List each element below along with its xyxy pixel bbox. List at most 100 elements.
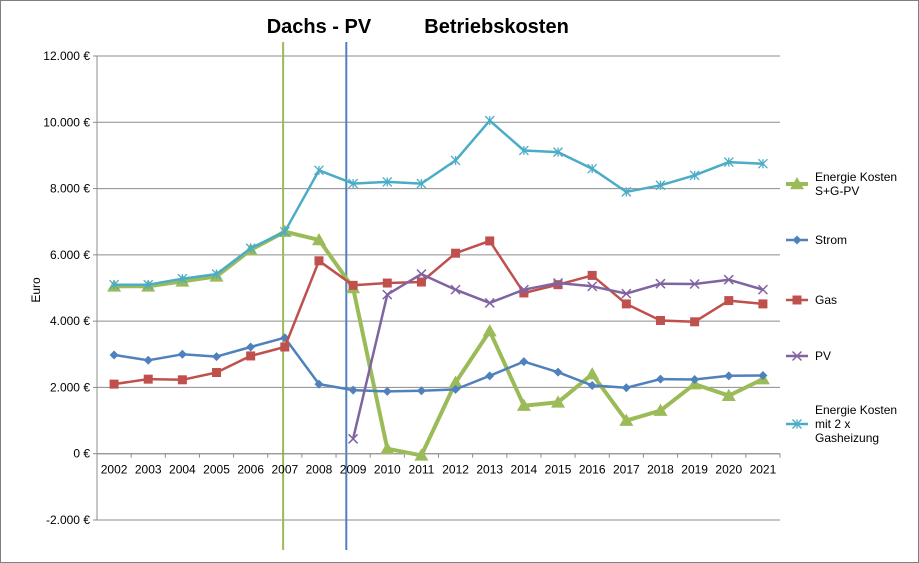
x-tick-label: 2002 bbox=[101, 463, 128, 477]
data-point bbox=[758, 299, 768, 309]
data-point-stroke bbox=[450, 284, 461, 295]
data-point bbox=[791, 350, 803, 362]
data-point bbox=[279, 226, 290, 237]
data-point bbox=[518, 284, 529, 295]
data-point bbox=[382, 278, 392, 288]
series-line bbox=[351, 272, 764, 440]
legend-label: Gasheizung bbox=[815, 431, 879, 445]
series-line bbox=[113, 239, 764, 386]
data-point bbox=[314, 379, 324, 389]
data-point bbox=[143, 374, 153, 384]
data-point bbox=[482, 324, 497, 337]
legend-item: PV bbox=[786, 349, 831, 363]
data-point bbox=[757, 158, 768, 169]
data-point bbox=[585, 367, 600, 380]
legend-label: mit 2 x bbox=[815, 417, 850, 431]
data-point bbox=[619, 413, 634, 426]
data-point bbox=[553, 147, 563, 158]
x-tick-label: 2013 bbox=[476, 463, 503, 477]
data-point bbox=[212, 368, 222, 378]
legend-label: Gas bbox=[815, 293, 837, 307]
data-point bbox=[450, 155, 461, 166]
data-point bbox=[621, 186, 632, 197]
data-point bbox=[314, 165, 324, 176]
data-point bbox=[450, 284, 461, 295]
data-point bbox=[485, 236, 495, 246]
x-tick-label: 2012 bbox=[442, 463, 469, 477]
data-point bbox=[653, 403, 668, 416]
data-point bbox=[587, 281, 598, 292]
data-point bbox=[451, 384, 461, 394]
series-line bbox=[114, 229, 764, 458]
data-point-stroke bbox=[552, 277, 564, 289]
data-point bbox=[721, 388, 736, 401]
legend-label: Energie Kosten bbox=[815, 403, 897, 417]
legend-item: Strom bbox=[786, 233, 847, 247]
data-point bbox=[177, 273, 188, 284]
series-line bbox=[113, 336, 763, 393]
y-tick-label: 2.000 € bbox=[50, 380, 90, 394]
data-point bbox=[516, 398, 531, 411]
series-group bbox=[107, 224, 770, 461]
data-point bbox=[655, 278, 666, 289]
legend-label: S+G-PV bbox=[815, 184, 859, 198]
data-point bbox=[382, 176, 393, 187]
y-axis-label: Euro bbox=[29, 277, 43, 303]
x-tick-label: 2008 bbox=[306, 463, 333, 477]
series-group bbox=[109, 236, 768, 389]
data-point bbox=[690, 317, 700, 327]
data-point bbox=[484, 297, 495, 308]
data-point bbox=[177, 375, 187, 385]
data-point-stroke bbox=[587, 281, 598, 292]
data-point-stroke bbox=[655, 278, 666, 289]
data-point bbox=[758, 370, 768, 380]
data-point bbox=[212, 352, 222, 362]
data-point bbox=[416, 386, 426, 396]
legend-label: Energie Kosten bbox=[815, 170, 897, 184]
data-point bbox=[553, 280, 563, 290]
y-axis-ticks: -2.000 € 0 € 2.000 € 4.000 € 6.000 € 8.000 € 1… bbox=[43, 49, 97, 527]
data-point bbox=[246, 351, 256, 361]
legend-item: Gas bbox=[786, 293, 837, 307]
data-point bbox=[792, 419, 802, 429]
data-point bbox=[655, 374, 665, 384]
series-line bbox=[114, 119, 763, 286]
data-point bbox=[416, 269, 427, 280]
data-point-stroke bbox=[621, 288, 632, 299]
data-point bbox=[448, 375, 463, 388]
y-tick-label: 0 € bbox=[73, 447, 90, 461]
y-tick-label: 6.000 € bbox=[50, 248, 90, 262]
data-point bbox=[792, 235, 802, 245]
x-tick-label: 2014 bbox=[511, 463, 538, 477]
data-point bbox=[723, 274, 734, 285]
x-tick-label: 2011 bbox=[409, 463, 435, 477]
data-point bbox=[518, 145, 529, 156]
data-point bbox=[551, 395, 566, 408]
x-tick-label: 2005 bbox=[203, 463, 230, 477]
x-tick-label: 2015 bbox=[545, 463, 572, 477]
axes bbox=[96, 56, 780, 520]
data-point bbox=[348, 178, 359, 189]
x-tick-label: 2004 bbox=[169, 463, 196, 477]
data-point bbox=[348, 280, 358, 290]
y-tick-label: 8.000 € bbox=[50, 182, 90, 196]
data-point bbox=[587, 380, 597, 390]
vertical-markers bbox=[282, 42, 348, 550]
x-tick-label: 2021 bbox=[750, 463, 777, 477]
data-point bbox=[485, 371, 495, 381]
x-axis-ticks: 2002 2003 2004 2005 2006 2007 2008 2009 2010 2011… bbox=[96, 453, 781, 477]
data-point-stroke bbox=[757, 284, 768, 295]
data-point bbox=[311, 232, 326, 246]
data-point bbox=[109, 350, 119, 360]
x-tick-label: 2010 bbox=[374, 463, 401, 477]
data-point bbox=[280, 342, 290, 352]
data-point bbox=[348, 385, 358, 395]
data-point bbox=[553, 367, 563, 377]
data-point bbox=[519, 288, 529, 298]
data-point bbox=[109, 279, 120, 290]
data-point bbox=[246, 342, 256, 352]
data-point bbox=[177, 349, 187, 359]
data-point bbox=[414, 448, 429, 461]
x-tick-label: 2009 bbox=[340, 463, 367, 477]
